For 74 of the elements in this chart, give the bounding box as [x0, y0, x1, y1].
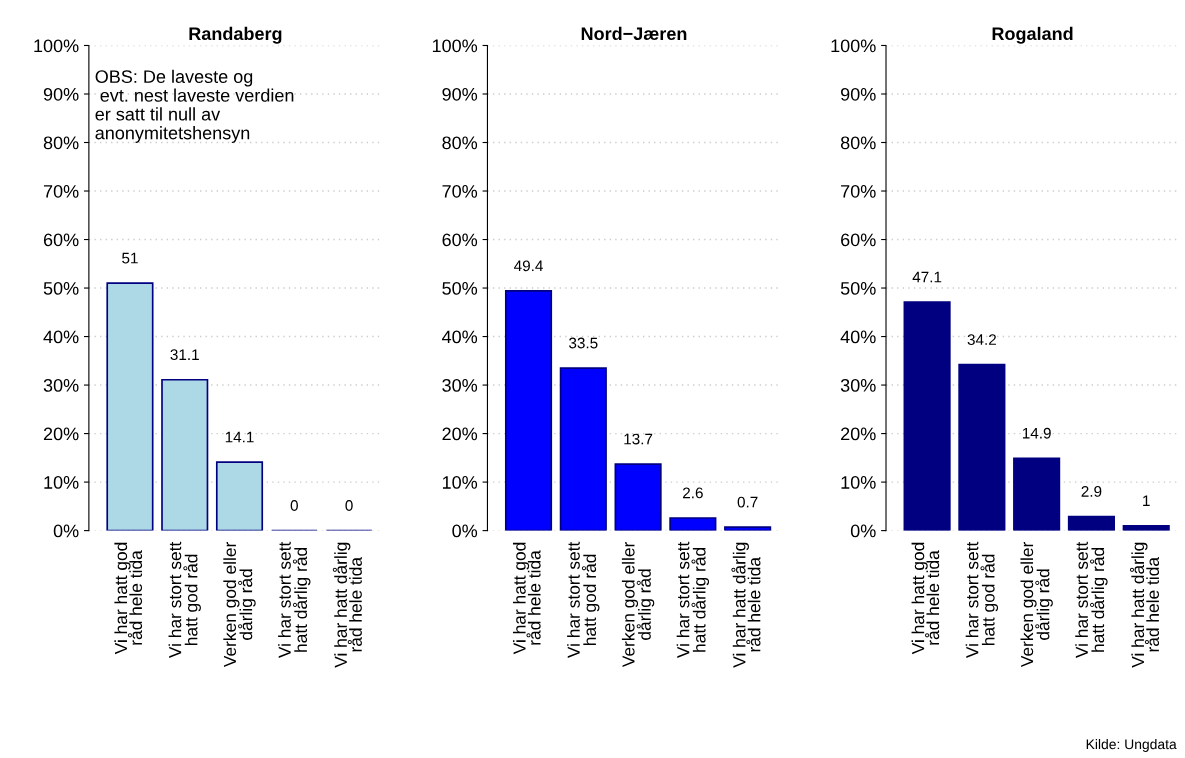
y-tick-label: 80% — [840, 136, 876, 150]
y-tick-label: 30% — [442, 379, 478, 392]
y-tick-label: 0% — [53, 524, 79, 538]
bar — [724, 526, 772, 531]
y-tick-label: 30% — [840, 379, 876, 392]
data-label: 14.1 — [225, 431, 254, 443]
data-label: 0.7 — [737, 496, 758, 508]
annotation: OBS: De laveste og evt. nest laveste verdien er satt til null av anonymitetshensyn — [95, 69, 294, 143]
data-label: 49.4 — [514, 260, 543, 272]
x-tick-label: Vi har stort sett hatt god råd — [168, 541, 201, 659]
bar — [1013, 457, 1061, 531]
bar — [504, 290, 553, 531]
x-tick-label: Verken god eller dårlig råd — [621, 541, 655, 668]
y-tick-label: 100% — [34, 39, 79, 53]
data-label: 0 — [290, 500, 298, 511]
y-tick-label: 90% — [442, 87, 478, 101]
y-tick-label: 40% — [43, 330, 79, 344]
y-tick-label: 100% — [432, 39, 478, 53]
y-tick-label: 0% — [850, 524, 876, 538]
y-tick-label: 50% — [442, 281, 478, 295]
data-label: 34.2 — [967, 334, 996, 345]
data-label: 33.5 — [569, 337, 598, 349]
data-label: 31.1 — [170, 349, 199, 361]
y-tick-label: 80% — [442, 136, 478, 150]
bar — [215, 461, 264, 531]
y-tick-label: 50% — [840, 281, 876, 295]
y-tick-label: 10% — [841, 476, 876, 489]
y-tick-label: 20% — [43, 427, 79, 441]
y-tick-label: 20% — [442, 427, 478, 441]
x-tick-label: Verken god eller dårlig råd — [1020, 541, 1053, 668]
x-tick-label: Vi har hatt god råd hele tida — [114, 542, 143, 655]
data-label: 13.7 — [624, 433, 653, 445]
bar — [1067, 515, 1115, 531]
bar — [669, 517, 717, 531]
y-tick-label: 100% — [831, 39, 876, 53]
y-tick-label: 90% — [43, 87, 79, 101]
y-tick-label: 60% — [442, 233, 478, 247]
y-tick-label: 80% — [43, 136, 79, 150]
x-tick-label: Vi har hatt god råd hele tida — [512, 542, 541, 655]
y-tick-label: 60% — [43, 233, 79, 247]
y-tick-label: 50% — [43, 281, 79, 295]
data-label: 2.6 — [683, 487, 703, 499]
bar — [106, 282, 154, 531]
bar — [614, 463, 662, 531]
bar — [903, 301, 951, 531]
text: Kilde: Ungdata — [1086, 738, 1177, 752]
x-tick-label: Vi har stort sett hatt god råd — [965, 541, 999, 659]
y-tick-label: 70% — [43, 184, 79, 198]
bar — [161, 378, 209, 531]
x-tick-label: Verken god eller dårlig råd — [223, 541, 256, 668]
y-tick-label: 70% — [442, 184, 478, 198]
y-tick-label: 10% — [44, 476, 79, 489]
y-tick-label: 10% — [442, 476, 478, 489]
y-tick-label: 30% — [43, 379, 79, 392]
x-tick-label: Vi har stort sett hatt god råd — [567, 541, 600, 659]
x-tick-label: Vi har hatt god råd hele tida — [911, 542, 940, 655]
data-label: 0 — [345, 500, 353, 511]
chart-title: Rogaland — [992, 26, 1073, 44]
data-label: 1 — [1143, 495, 1150, 506]
y-tick-label: 40% — [442, 330, 478, 344]
y-tick-label: 20% — [841, 427, 876, 441]
y-tick-label: 70% — [841, 184, 876, 198]
data-label: 51 — [122, 252, 138, 264]
y-tick-label: 60% — [841, 233, 876, 247]
data-label: 47.1 — [912, 271, 942, 283]
bar — [559, 367, 607, 531]
bar — [958, 363, 1006, 531]
chart-title: Nord−Jæren — [581, 26, 687, 41]
y-tick-label: 40% — [840, 330, 876, 344]
data-label: 14.9 — [1022, 427, 1051, 439]
data-label: 2.9 — [1081, 486, 1102, 497]
y-tick-label: 90% — [841, 87, 876, 101]
chart-title: Randaberg — [189, 26, 282, 44]
y-tick-label: 0% — [452, 524, 478, 538]
